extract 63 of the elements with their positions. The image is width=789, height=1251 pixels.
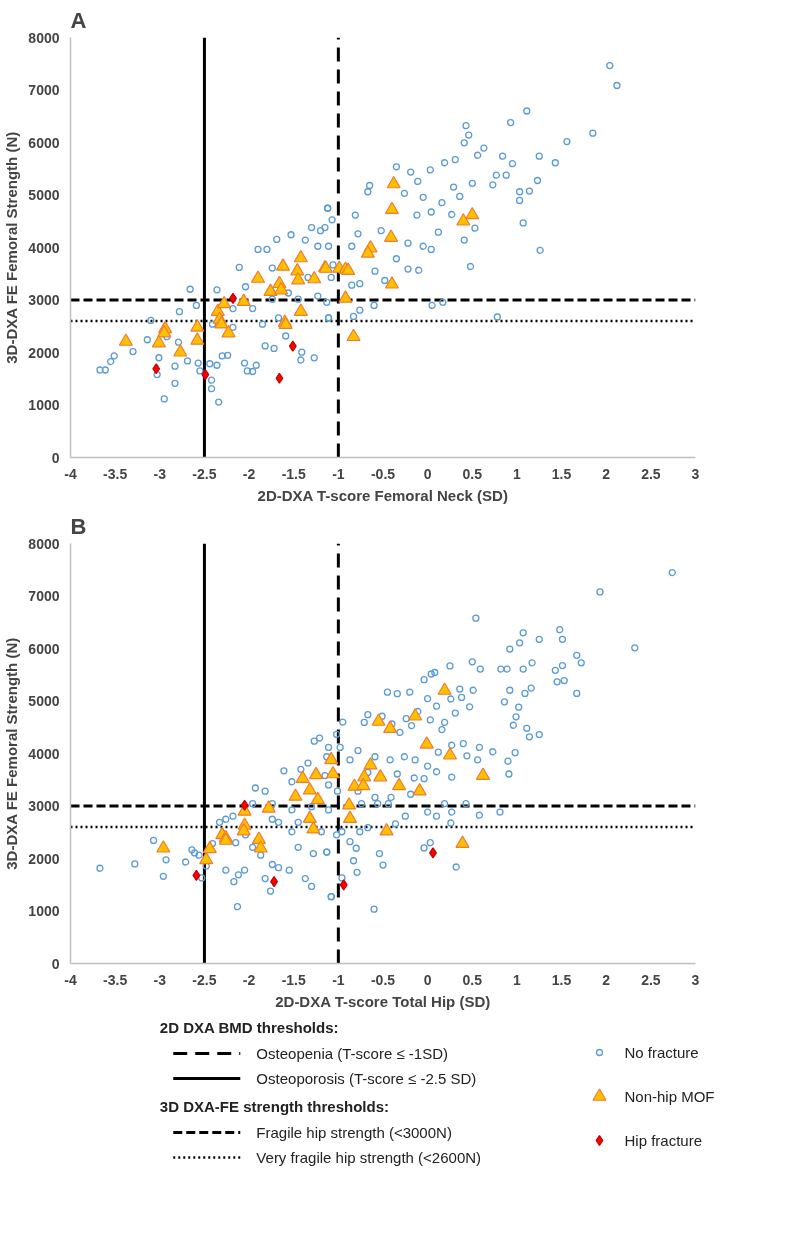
x-axis-title: 2D-DXA T-score Femoral Neck (SD) [257,486,508,504]
y-tick-label: 0 [51,955,60,972]
x-tick-label: -0.5 [370,465,396,482]
x-tick-label: -0.5 [370,971,396,988]
legend-label: Osteoporosis (T-score ≤ -2.5 SD) [256,1070,477,1087]
y-tick-label: 3000 [28,798,60,814]
x-tick-label: -2 [242,971,256,988]
x-tick-label: 3 [691,971,700,988]
y-tick-label: 8000 [28,535,60,552]
legend-label: Fragile hip strength (<3000N) [256,1124,452,1141]
x-tick-label: -1 [332,465,345,482]
x-axis-title: 2D-DXA T-score Total Hip (SD) [275,992,491,1010]
y-tick-label: 4000 [28,745,60,762]
x-tick-label: -2.5 [192,971,217,988]
legend-label: Non-hip MOF [624,1088,715,1105]
x-tick-label: -2 [242,465,256,482]
x-tick-label: -3 [153,971,167,988]
x-tick-label: -1 [332,971,345,988]
x-tick-label: -4 [64,971,77,988]
y-tick-label: 4000 [28,239,60,256]
chart-title: A [70,7,87,33]
y-tick-label: 7000 [28,588,60,604]
y-tick-label: 5000 [28,693,60,709]
x-tick-label: 2.5 [641,465,661,482]
y-tick-label: 8000 [28,29,60,46]
x-tick-label: 1 [513,465,522,482]
y-tick-label: 5000 [28,187,60,203]
legend-label: Very fragile hip strength (<2600N) [256,1149,482,1166]
x-tick-label: 0 [423,971,432,988]
x-tick-label: -4 [64,465,77,482]
y-axis-title: 3D-DXA FE Femoral Strength (N) [3,131,21,364]
x-tick-label: -3.5 [103,971,128,988]
y-tick-label: 6000 [28,134,60,151]
y-tick-label: 3000 [28,292,60,308]
y-axis-title: 3D-DXA FE Femoral Strength (N) [3,637,21,870]
text: 2D DXA BMD thresholds: [159,1019,339,1036]
y-tick-label: 1000 [28,903,60,919]
x-tick-label: 2 [602,465,611,482]
y-tick-label: 0 [51,449,60,466]
x-tick-label: -3.5 [103,465,128,482]
y-tick-label: 7000 [28,82,60,98]
legend-label: Osteopenia (T-score ≤ -1SD) [256,1045,448,1062]
x-tick-label: 0.5 [462,465,483,482]
x-tick-label: -1.5 [281,465,306,482]
x-tick-label: 2.5 [641,971,661,988]
x-tick-label: -3 [153,465,167,482]
y-tick-label: 2000 [28,850,60,867]
x-tick-label: 3 [691,465,700,482]
x-tick-label: 0 [423,465,432,482]
legend-label: Hip fracture [624,1132,703,1149]
text: 3D DXA-FE strength thresholds: [159,1098,390,1115]
x-tick-label: -2.5 [192,465,217,482]
legend-label: No fracture [624,1044,699,1061]
y-tick-label: 1000 [28,397,60,413]
x-tick-label: 1 [513,971,522,988]
x-tick-label: 1.5 [551,971,572,988]
y-tick-label: 6000 [28,640,60,657]
chart-title: B [70,513,87,539]
x-tick-label: 2 [602,971,611,988]
y-tick-label: 2000 [28,344,60,361]
x-tick-label: 0.5 [462,971,483,988]
x-tick-label: -1.5 [281,971,306,988]
x-tick-label: 1.5 [551,465,572,482]
